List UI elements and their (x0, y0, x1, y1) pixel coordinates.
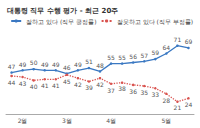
svg-text:42: 42 (96, 81, 104, 88)
svg-text:41: 41 (52, 82, 60, 89)
svg-text:37: 37 (107, 87, 115, 94)
svg-text:42: 42 (74, 81, 82, 88)
svg-text:48: 48 (96, 62, 104, 69)
svg-text:55: 55 (118, 54, 126, 61)
svg-text:3월: 3월 (62, 117, 72, 124)
svg-text:잘하고 있다 (직무 긍정률): 잘하고 있다 (직무 긍정률) (26, 18, 96, 25)
svg-text:4월: 4월 (106, 117, 116, 124)
svg-text:69: 69 (185, 38, 193, 45)
svg-text:50: 50 (30, 59, 38, 66)
svg-text:35: 35 (140, 89, 148, 96)
svg-text:45: 45 (63, 78, 71, 85)
svg-text:51: 51 (85, 58, 93, 65)
svg-text:39: 39 (85, 84, 93, 91)
svg-text:21: 21 (174, 104, 182, 111)
svg-text:44: 44 (8, 79, 16, 86)
svg-text:59: 59 (151, 49, 159, 56)
svg-text:40: 40 (30, 83, 38, 90)
svg-text:49: 49 (52, 61, 60, 68)
svg-text:64: 64 (163, 44, 171, 51)
svg-text:49: 49 (74, 61, 82, 68)
svg-text:43: 43 (19, 80, 27, 87)
svg-text:55: 55 (107, 54, 115, 61)
svg-text:28: 28 (163, 97, 171, 104)
svg-text:38: 38 (118, 85, 126, 92)
svg-text:56: 56 (129, 53, 137, 60)
svg-text:41: 41 (41, 82, 49, 89)
svg-text:46: 46 (63, 64, 71, 71)
svg-text:24: 24 (185, 101, 193, 108)
svg-text:잘못하고 있다 (직무 부정률): 잘못하고 있다 (직무 부정률) (117, 18, 193, 25)
svg-text:57: 57 (140, 52, 148, 59)
svg-text:71: 71 (174, 36, 182, 43)
svg-text:49: 49 (41, 61, 49, 68)
svg-text:33: 33 (151, 91, 159, 98)
svg-text:대통령 직무 수행 평가 - 최근 20주: 대통령 직무 수행 평가 - 최근 20주 (7, 7, 118, 15)
svg-text:49: 49 (19, 61, 27, 68)
svg-text:47: 47 (8, 63, 16, 70)
svg-text:2월: 2월 (18, 117, 28, 124)
svg-text:5월: 5월 (161, 117, 171, 124)
svg-text:36: 36 (129, 88, 137, 95)
